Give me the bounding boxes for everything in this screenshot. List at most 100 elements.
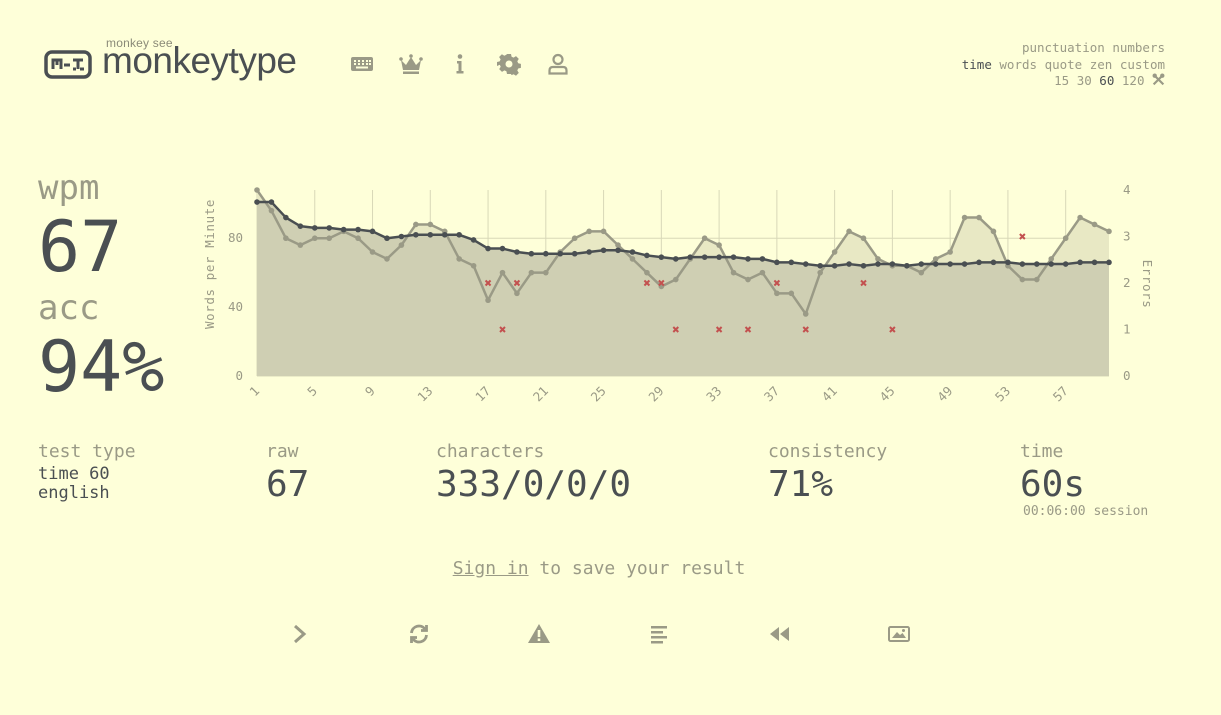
session-time: 00:06:00 session	[1023, 504, 1149, 519]
raw-point	[860, 235, 867, 242]
raw-point	[1091, 221, 1098, 228]
crown-icon[interactable]	[399, 52, 423, 76]
raw-point	[297, 242, 304, 248]
wpm-point	[571, 250, 578, 257]
raw-point	[413, 221, 419, 228]
raw-point	[1106, 228, 1112, 235]
wpm-point	[1048, 261, 1055, 267]
wpm-point	[413, 231, 419, 238]
time-15[interactable]: 15	[1054, 73, 1070, 88]
config-row-modifiers: punctuation numbers	[962, 40, 1165, 57]
raw-point	[817, 269, 823, 276]
time-60[interactable]: 60	[1099, 73, 1115, 88]
config-row-mode: time words quote zen custom	[962, 57, 1165, 74]
error-point	[658, 279, 665, 287]
consistency-value: 71%	[768, 464, 834, 505]
raw-point	[499, 269, 506, 276]
word-history-icon[interactable]	[647, 622, 671, 646]
logo-title[interactable]: monkeytype	[102, 40, 297, 81]
user-icon[interactable]	[546, 52, 570, 76]
wpm-point	[456, 231, 462, 238]
time-30[interactable]: 30	[1076, 73, 1092, 88]
raw-point	[254, 187, 260, 193]
raw-point	[947, 249, 953, 255]
raw-point	[326, 235, 333, 242]
raw-point	[1033, 276, 1040, 283]
wpm-value: 67	[38, 206, 123, 288]
info-icon[interactable]	[448, 52, 472, 76]
acc-value: 94%	[38, 326, 165, 408]
raw-point	[586, 228, 592, 235]
x-tick-label: 13	[414, 383, 435, 404]
raw-point	[456, 256, 462, 262]
wpm-point	[788, 259, 795, 266]
wpm-point	[514, 249, 520, 255]
wpm-point	[586, 249, 592, 255]
wpm-point	[990, 259, 997, 266]
screenshot-icon[interactable]	[887, 622, 911, 646]
mode-time[interactable]: time	[961, 56, 992, 72]
test-type-value: time 60 english	[38, 465, 110, 503]
chart-y2-axis-label: Errors	[1140, 260, 1155, 309]
error-point	[484, 279, 492, 287]
raw-point	[268, 207, 275, 214]
wpm-point	[701, 254, 708, 260]
wpm-point	[745, 256, 751, 262]
error-point	[1019, 233, 1026, 240]
logo-subtitle: monkey see	[106, 36, 173, 50]
raw-point	[932, 256, 939, 262]
y2-tick-label: 2	[1123, 275, 1131, 290]
config-row-time: 15 30 60 120	[962, 73, 1165, 90]
x-tick-label: 5	[304, 383, 320, 399]
wrench-icon[interactable]	[1152, 73, 1165, 88]
wpm-point	[1033, 261, 1040, 267]
keyboard-icon[interactable]	[350, 52, 374, 76]
wpm-point	[311, 225, 318, 231]
mode-zen[interactable]: zen	[1089, 56, 1113, 72]
wpm-point	[961, 261, 968, 267]
wpm-point	[831, 262, 838, 269]
error-point	[744, 326, 752, 333]
wpm-point	[904, 262, 910, 269]
raw-point	[485, 297, 491, 304]
logo-icon[interactable]	[44, 48, 92, 80]
time-120[interactable]: 120	[1121, 73, 1145, 88]
wpm-point	[1019, 261, 1026, 267]
x-tick-label: 17	[472, 383, 493, 404]
report-icon[interactable]	[527, 622, 551, 646]
wpm-point	[557, 250, 564, 257]
raw-point	[283, 235, 289, 242]
wpm-point	[528, 250, 535, 257]
restart-icon[interactable]	[407, 622, 431, 646]
wpm-point	[629, 249, 636, 255]
x-tick-label: 41	[819, 383, 840, 404]
time-label: time	[1020, 441, 1064, 462]
raw-point	[600, 228, 607, 235]
signin-link[interactable]: Sign in	[452, 558, 529, 579]
raw-point	[961, 214, 968, 221]
mode-custom[interactable]: custom	[1119, 56, 1165, 72]
replay-icon[interactable]	[767, 622, 791, 646]
wpm-point	[658, 254, 665, 260]
y-tick-label: 0	[235, 368, 243, 383]
raw-point	[355, 235, 361, 242]
mode-words[interactable]: words	[999, 56, 1038, 72]
punctuation-toggle[interactable]: punctuation	[1021, 40, 1105, 55]
wpm-point	[889, 261, 896, 267]
wpm-point	[485, 245, 491, 252]
next-test-icon[interactable]	[287, 622, 311, 646]
wpm-point	[730, 254, 737, 260]
error-point	[889, 326, 896, 333]
wpm-point	[1091, 259, 1098, 266]
raw-point	[369, 249, 376, 255]
y2-tick-label: 0	[1123, 368, 1131, 383]
numbers-toggle[interactable]: numbers	[1112, 40, 1165, 55]
raw-point	[774, 290, 780, 297]
raw-point	[745, 276, 751, 283]
wpm-point	[802, 261, 809, 267]
gear-icon[interactable]	[497, 52, 521, 76]
wpm-point	[1077, 259, 1083, 266]
raw-point	[398, 242, 405, 248]
mode-quote[interactable]: quote	[1044, 56, 1083, 72]
wpm-point	[268, 199, 275, 205]
